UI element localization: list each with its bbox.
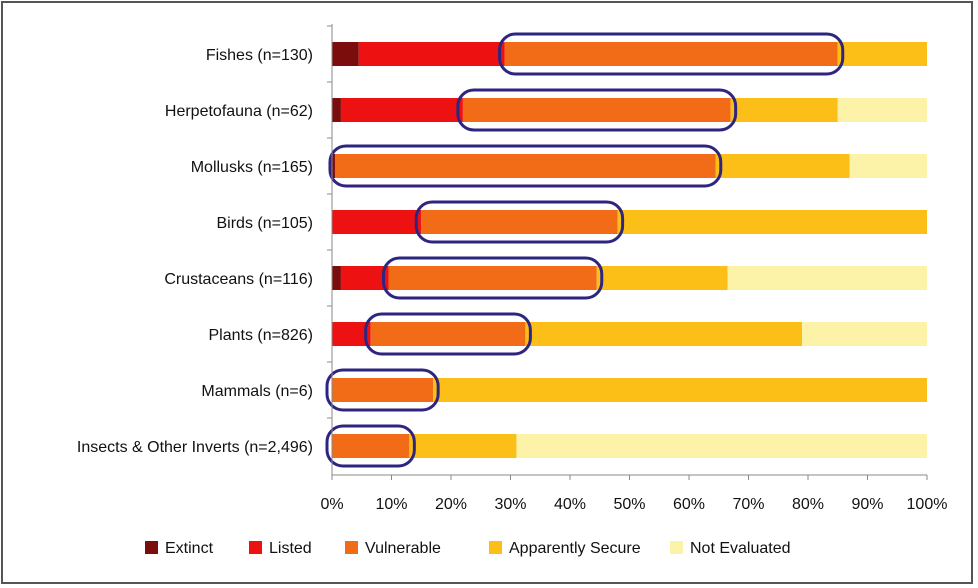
bar-listed-birds-n-105 [332, 210, 422, 234]
legend-label-apparently-secure: Apparently Secure [509, 540, 641, 557]
category-labels-layer: Fishes (n=130) Herpetofauna (n=62) Mollusk… [77, 47, 313, 456]
legend-swatch-vulnerable [345, 541, 358, 554]
highlight-outlines-layer [325, 32, 845, 468]
category-label: Birds (n=105) [217, 215, 314, 232]
bar-not-evaluated-insects-other-inverts-n-2-496 [516, 434, 927, 458]
bar-extinct-crustaceans-n-116 [332, 266, 341, 290]
x-tick-label: 40% [554, 496, 586, 513]
category-label: Herpetofauna (n=62) [165, 103, 313, 120]
bar-listed-fishes-n-130 [358, 42, 505, 66]
category-label: Crustaceans (n=116) [164, 271, 313, 288]
legend-label-extinct: Extinct [165, 540, 214, 557]
x-tick-label: 70% [732, 496, 764, 513]
legend-label-vulnerable: Vulnerable [365, 540, 441, 557]
bar-not-evaluated-plants-n-826 [802, 322, 927, 346]
bar-not-evaluated-crustaceans-n-116 [727, 266, 927, 290]
x-tick-label: 60% [673, 496, 705, 513]
legend-swatch-listed [249, 541, 262, 554]
x-tick-label: 30% [494, 496, 526, 513]
x-tick-label: 100% [907, 496, 948, 513]
category-label: Fishes (n=130) [206, 47, 313, 64]
bar-apparently-secure-fishes-n-130 [837, 42, 927, 66]
bar-extinct-fishes-n-130 [332, 42, 359, 66]
highlight-outline-insects-other-inverts-n-2-496 [325, 424, 416, 468]
x-tick-label: 50% [613, 496, 645, 513]
bars-layer [332, 42, 927, 458]
bar-vulnerable-fishes-n-130 [504, 42, 838, 66]
category-label: Mollusks (n=165) [191, 159, 313, 176]
x-tick-label: 90% [851, 496, 883, 513]
highlight-outline-mollusks-n-165 [328, 144, 723, 188]
highlight-outline-fishes-n-130 [498, 32, 845, 76]
legend-label-listed: Listed [269, 540, 312, 557]
highlight-outline-crustaceans-n-116 [382, 256, 604, 300]
category-label: Insects & Other Inverts (n=2,496) [77, 439, 313, 456]
bar-listed-crustaceans-n-116 [340, 266, 389, 290]
category-label: Plants (n=826) [208, 327, 313, 344]
legend-swatch-extinct [145, 541, 158, 554]
bar-vulnerable-mollusks-n-165 [334, 154, 716, 178]
x-tick-label: 0% [320, 496, 343, 513]
bar-apparently-secure-birds-n-105 [617, 210, 927, 234]
bar-extinct-mollusks-n-165 [332, 154, 335, 178]
bar-apparently-secure-mollusks-n-165 [715, 154, 850, 178]
bar-not-evaluated-mollusks-n-165 [849, 154, 927, 178]
legend-swatch-apparently-secure [489, 541, 502, 554]
axes-layer [327, 24, 928, 480]
legend-label-not-evaluated: Not Evaluated [690, 540, 791, 557]
highlight-outline-herpetofauna-n-62 [456, 88, 738, 132]
bar-apparently-secure-herpetofauna-n-62 [730, 98, 838, 122]
legend: Extinct Listed Vulnerable Apparently Secure… [145, 540, 791, 557]
tick-labels-layer: 0% 10% 20% 30% 40% 50% 60% 70% 80% 90% 100% [320, 496, 947, 513]
x-tick-label: 10% [375, 496, 407, 513]
bar-apparently-secure-insects-other-inverts-n-2-496 [409, 434, 517, 458]
bar-apparently-secure-mammals-n-6 [433, 378, 927, 402]
bar-apparently-secure-crustaceans-n-116 [596, 266, 728, 290]
highlight-outline-birds-n-105 [414, 200, 625, 244]
bar-extinct-herpetofauna-n-62 [332, 98, 341, 122]
bar-apparently-secure-plants-n-826 [525, 322, 803, 346]
bar-vulnerable-birds-n-105 [421, 210, 618, 234]
bar-vulnerable-plants-n-826 [370, 322, 526, 346]
category-label: Mammals (n=6) [201, 383, 313, 400]
highlight-outline-plants-n-826 [364, 312, 532, 356]
bar-vulnerable-insects-other-inverts-n-2-496 [332, 434, 410, 458]
bar-vulnerable-crustaceans-n-116 [388, 266, 597, 290]
bar-vulnerable-mammals-n-6 [332, 378, 434, 402]
x-tick-label: 80% [792, 496, 824, 513]
bar-not-evaluated-herpetofauna-n-62 [837, 98, 927, 122]
legend-swatch-not-evaluated [670, 541, 683, 554]
bar-listed-herpetofauna-n-62 [340, 98, 463, 122]
bar-vulnerable-herpetofauna-n-62 [462, 98, 731, 122]
highlight-outline-mammals-n-6 [325, 368, 440, 412]
x-tick-label: 20% [435, 496, 467, 513]
